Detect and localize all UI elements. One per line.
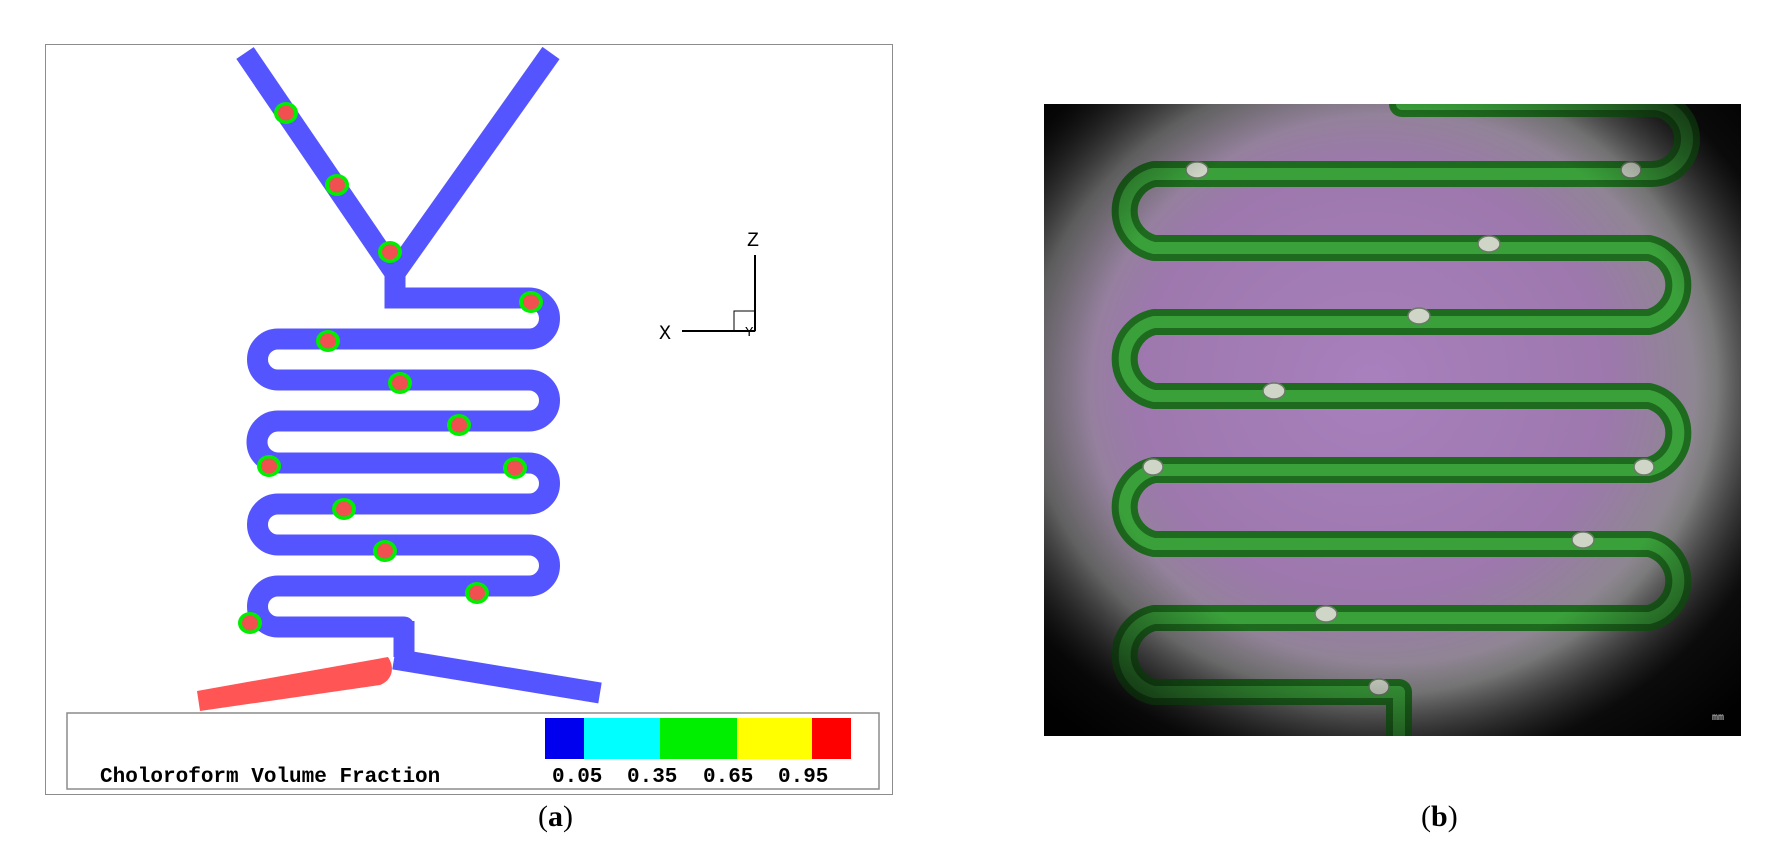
droplets bbox=[238, 102, 543, 634]
caption-b-letter: b bbox=[1431, 800, 1448, 833]
micrograph-panel: mm bbox=[1044, 91, 1741, 749]
axis-y-label: Y bbox=[745, 325, 754, 341]
caption-a-open: ( bbox=[538, 800, 548, 833]
outlet-left-chloroform bbox=[197, 657, 392, 711]
inlet-right-channel bbox=[386, 46, 560, 280]
legend-tick-3: 0.65 bbox=[703, 766, 753, 789]
micrograph-vignette bbox=[1044, 104, 1741, 736]
legend-colorbar bbox=[545, 718, 851, 759]
legend-tick-4: 0.95 bbox=[778, 766, 828, 789]
axis-x-label: X bbox=[659, 323, 671, 346]
legend-swatch-4 bbox=[737, 718, 812, 759]
legend-swatch-1 bbox=[545, 718, 584, 759]
inlet-left-channel bbox=[236, 47, 404, 279]
simulation-figure: Z X Y Choloroform Volume Fraction 0.05 0… bbox=[66, 46, 880, 790]
caption-b-open: ( bbox=[1421, 800, 1431, 833]
legend-swatch-3 bbox=[660, 718, 737, 759]
caption-b: (b) bbox=[1421, 800, 1458, 834]
coordinate-axes bbox=[682, 255, 756, 332]
legend-tick-2: 0.35 bbox=[627, 766, 677, 789]
simulation-panel: Z X Y Choloroform Volume Fraction 0.05 0… bbox=[45, 44, 893, 795]
legend-swatch-5 bbox=[812, 718, 851, 759]
legend-title: Choloroform Volume Fraction bbox=[100, 766, 440, 789]
micrograph-image: mm bbox=[1044, 91, 1741, 749]
scale-label: mm bbox=[1712, 713, 1724, 724]
caption-a: (a) bbox=[538, 800, 573, 834]
caption-b-close: ) bbox=[1447, 800, 1458, 833]
caption-a-letter: a bbox=[548, 800, 563, 833]
outlet-right-channel bbox=[392, 648, 602, 704]
serpentine-channel bbox=[246, 262, 560, 638]
legend-tick-1: 0.05 bbox=[552, 766, 602, 789]
axis-z-label: Z bbox=[747, 230, 759, 253]
caption-a-close: ) bbox=[563, 800, 573, 833]
legend-swatch-2 bbox=[584, 718, 660, 759]
channel-network bbox=[236, 46, 602, 704]
